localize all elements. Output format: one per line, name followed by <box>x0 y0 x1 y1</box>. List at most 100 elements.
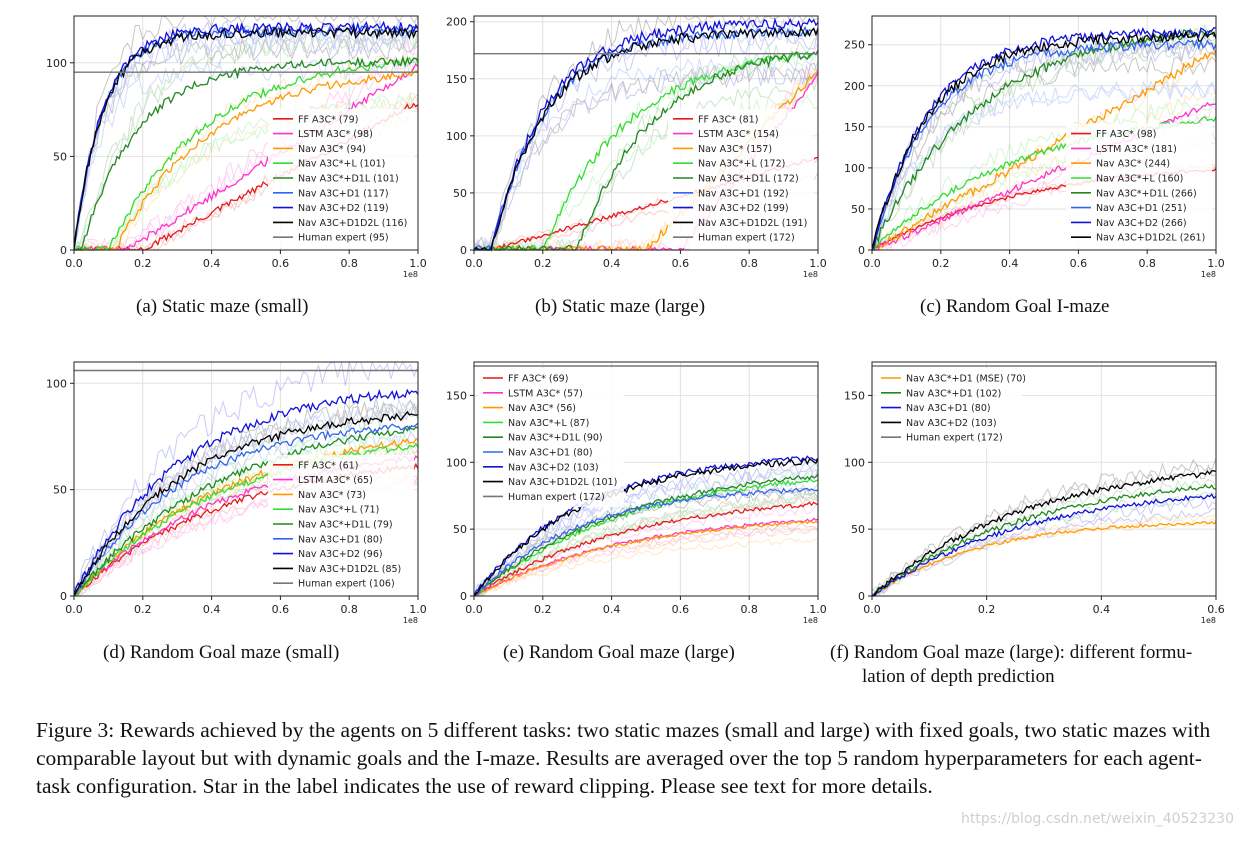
chart-panel-d: 0.0 0.2 0.4 0.6 0.8 1.0 0 50 100 1e8 FF A3C* (61) L… <box>30 356 430 625</box>
background-run <box>73 402 419 598</box>
series-line <box>473 473 819 597</box>
series-line <box>473 519 819 597</box>
plot-frame <box>871 361 1217 597</box>
x-tick-label: 0.2 <box>134 257 152 270</box>
legend-entry: Nav A3C+D1D2L (101) <box>508 477 617 488</box>
background-run <box>474 483 819 597</box>
series-line <box>473 51 819 252</box>
chart-panel-e: 0.0 0.2 0.4 0.6 0.8 1.0 0 50 100 150 1e8 FF A3C* (6… <box>430 356 830 625</box>
x-tick-label: 0.2 <box>134 603 152 616</box>
background-run <box>473 484 819 597</box>
legend-entry: Nav A3C*+L (87) <box>508 418 589 429</box>
background-run <box>473 466 819 597</box>
x-tick-label: 0.0 <box>863 257 881 270</box>
background-run <box>73 402 419 598</box>
x-tick-label: 1.0 <box>809 603 827 616</box>
y-tick-label: 0 <box>60 244 67 257</box>
plot-frame <box>73 361 419 597</box>
legend: FF A3C* (69) LSTM A3C* (57) Nav A3C* (56) N… <box>478 368 624 508</box>
y-tick-label: 0 <box>60 590 67 603</box>
axis-ticks: 0.0 0.2 0.4 0.6 0.8 1.0 0 50 100 <box>46 377 427 616</box>
plot-frame <box>73 15 419 251</box>
y-tick-label: 0 <box>460 244 467 257</box>
x-tick-label: 0.4 <box>1093 603 1111 616</box>
x-tick-label: 0.6 <box>272 603 290 616</box>
legend-entry: Nav A3C* (244) <box>1096 159 1170 170</box>
legend: FF A3C* (98) LSTM A3C* (181) Nav A3C* (244… <box>1066 123 1212 248</box>
subcaption-f-line2: lation of depth prediction <box>862 666 1055 687</box>
series-line <box>473 487 819 597</box>
legend-entry: Nav A3C*+D1L (172) <box>698 174 799 185</box>
legend-entry: Nav A3C+D1 (80) <box>298 534 383 545</box>
series-line <box>871 520 1217 597</box>
x-tick-label: 0.6 <box>1070 257 1088 270</box>
y-tick-label: 0 <box>858 244 865 257</box>
background-run <box>73 397 419 597</box>
background-run <box>474 537 819 597</box>
series-lines <box>871 26 1217 251</box>
x-tick-label: 0.4 <box>203 257 221 270</box>
y-tick-label: 100 <box>844 162 865 175</box>
x-tick-label: 0.0 <box>465 257 483 270</box>
legend-entry: Nav A3C*+D1 (MSE) (70) <box>906 374 1026 385</box>
legend-entry: FF A3C* (61) <box>298 460 358 471</box>
background-run <box>473 51 819 251</box>
x-tick-label: 0.6 <box>672 603 690 616</box>
series-line <box>474 17 819 251</box>
series-lines <box>73 20 419 252</box>
chart-panel-b: 0.0 0.2 0.4 0.6 0.8 1.0 0 50 100 150 200 1e8 FF A3C*… <box>430 10 830 279</box>
background-run <box>73 57 419 241</box>
legend-entry: Human expert (172) <box>698 233 795 244</box>
background-run <box>871 39 1217 249</box>
legend-entry: Nav A3C*+L (172) <box>698 159 785 170</box>
y-tick-label: 100 <box>46 377 67 390</box>
watermark: https://blog.csdn.net/weixin_40523230 <box>960 811 1234 827</box>
legend-entry: Nav A3C+D1 (192) <box>698 188 789 199</box>
series-line <box>871 26 1217 251</box>
series-line <box>473 26 819 251</box>
x-tick-label: 0.6 <box>272 257 290 270</box>
x-tick-label: 0.0 <box>65 257 83 270</box>
x-tick-label: 1.0 <box>1207 257 1225 270</box>
series-line <box>871 470 1217 597</box>
background-run <box>73 36 419 246</box>
legend-entry: Nav A3C*+D1L (79) <box>298 520 393 531</box>
legend-entry: Nav A3C*+L (160) <box>1096 174 1183 185</box>
x-tick-label: 0.4 <box>603 257 621 270</box>
x-exponent-label: 1e8 <box>403 616 418 625</box>
legend-entry: Nav A3C+D1 (251) <box>1096 203 1187 214</box>
chart-panel-f: 0.0 0.2 0.4 0.6 0 50 100 150 1e8 Nav A3C*+D1 (MSE… <box>828 356 1228 625</box>
axis-ticks: 0.0 0.2 0.4 0.6 0 50 100 150 <box>844 389 1225 616</box>
legend: Nav A3C*+D1 (MSE) (70) Nav A3C*+D1 (102) N… <box>876 368 1026 448</box>
y-tick-label: 50 <box>851 523 865 536</box>
legend: FF A3C* (79) LSTM A3C* (98) Nav A3C* (94) N… <box>268 108 414 248</box>
background-run <box>871 82 1217 251</box>
x-tick-label: 0.0 <box>465 603 483 616</box>
background-run <box>474 63 819 251</box>
background-run <box>73 18 419 251</box>
background-run <box>871 91 1217 251</box>
background-run <box>73 92 419 251</box>
legend-entry: Nav A3C+D2 (103) <box>508 462 599 473</box>
legend-entry: Nav A3C*+D1 (102) <box>906 388 1001 399</box>
y-tick-label: 50 <box>453 523 467 536</box>
x-exponent-label: 1e8 <box>403 270 418 279</box>
x-tick-label: 0.8 <box>340 257 358 270</box>
background-run <box>872 491 1217 597</box>
series-line <box>473 458 819 597</box>
series-line <box>73 20 419 251</box>
legend-entry: Nav A3C*+D1L (90) <box>508 433 603 444</box>
x-tick-label: 0.4 <box>1001 257 1019 270</box>
legend-entry: Nav A3C*+L (101) <box>298 159 385 170</box>
series-line <box>73 422 419 597</box>
legend-entry: Nav A3C+D2 (96) <box>298 549 383 560</box>
series-line <box>73 25 418 251</box>
background-run <box>73 427 419 597</box>
legend-entry: Nav A3C+D2 (266) <box>1096 218 1187 229</box>
y-tick-label: 0 <box>858 590 865 603</box>
legend-entry: Nav A3C+D1 (80) <box>906 403 991 414</box>
x-tick-label: 1.0 <box>409 603 427 616</box>
y-tick-label: 100 <box>46 57 67 70</box>
series-line <box>73 425 419 597</box>
legend: FF A3C* (61) LSTM A3C* (65) Nav A3C* (73) N… <box>268 454 414 594</box>
